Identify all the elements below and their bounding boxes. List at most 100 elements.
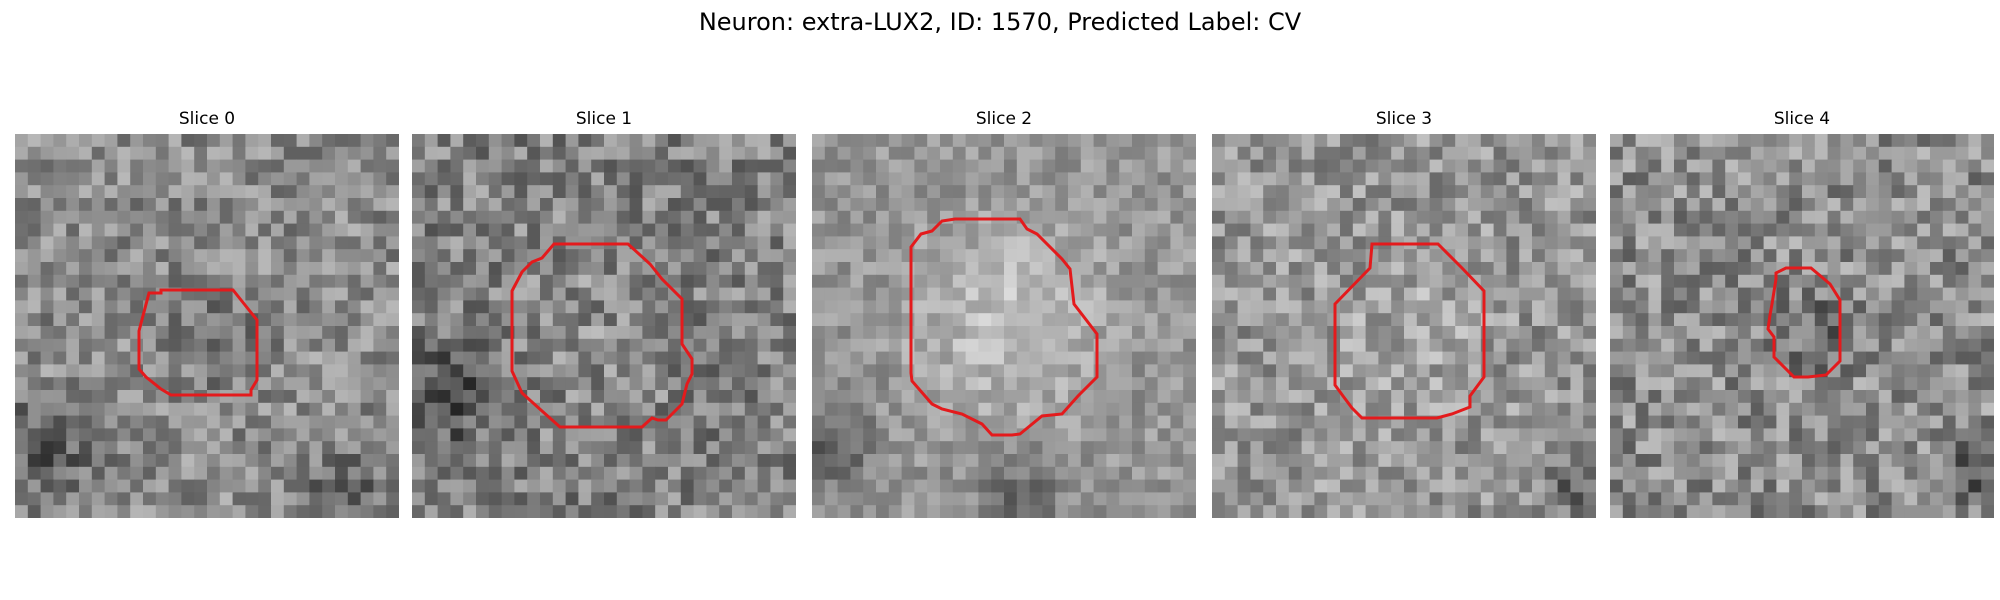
pixel [1170, 172, 1183, 185]
pixel [1068, 352, 1081, 365]
pixel [1004, 416, 1017, 429]
pixel [412, 275, 425, 288]
pixel [1366, 364, 1379, 377]
pixel [694, 377, 707, 390]
pixel [92, 403, 105, 416]
pixel [978, 364, 991, 377]
pixel [1145, 364, 1158, 377]
pixel [450, 198, 463, 211]
pixel [1764, 172, 1777, 185]
pixel [1968, 492, 1981, 505]
pixel [527, 428, 540, 441]
pixel [1030, 172, 1043, 185]
pixel [412, 505, 425, 518]
pixel [1738, 300, 1751, 313]
pixel [838, 364, 851, 377]
pixel [105, 262, 118, 275]
pixel [719, 339, 732, 352]
pixel [1004, 172, 1017, 185]
pixel [1391, 300, 1404, 313]
pixel [1943, 428, 1956, 441]
pixel [889, 377, 902, 390]
pixel [1583, 300, 1596, 313]
pixel [1764, 185, 1777, 198]
pixel [1183, 160, 1196, 173]
pixel [233, 403, 246, 416]
pixel [1225, 211, 1238, 224]
pixel [1532, 249, 1545, 262]
pixel [92, 454, 105, 467]
pixel [450, 390, 463, 403]
pixel [1506, 249, 1519, 262]
pixel [694, 364, 707, 377]
pixel [361, 249, 374, 262]
pixel [28, 352, 41, 365]
pixel [991, 403, 1004, 416]
pixel [373, 390, 386, 403]
pixel [220, 172, 233, 185]
pixel [169, 467, 182, 480]
pixel [463, 236, 476, 249]
pixel [1532, 492, 1545, 505]
pixel [53, 377, 66, 390]
pixel [1764, 224, 1777, 237]
pixel [978, 275, 991, 288]
pixel [105, 172, 118, 185]
pixel [271, 339, 284, 352]
pixel [1751, 377, 1764, 390]
pixel [348, 185, 361, 198]
pixel [758, 262, 771, 275]
pixel [1712, 288, 1725, 301]
pixel [1417, 224, 1430, 237]
pixel [1738, 147, 1751, 160]
pixel [876, 454, 889, 467]
pixel [927, 416, 940, 429]
pixel [1981, 300, 1994, 313]
pixel [1106, 198, 1119, 211]
pixel [527, 147, 540, 160]
pixel [966, 390, 979, 403]
pixel [181, 236, 194, 249]
pixel [66, 275, 79, 288]
pixel [1789, 403, 1802, 416]
pixel [914, 262, 927, 275]
pixel [863, 467, 876, 480]
pixel [1119, 185, 1132, 198]
pixel [92, 224, 105, 237]
pixel [1238, 160, 1251, 173]
pixel [1674, 339, 1687, 352]
pixel [1314, 288, 1327, 301]
pixel [15, 275, 28, 288]
pixel [322, 198, 335, 211]
pixel [1030, 300, 1043, 313]
pixel [1570, 300, 1583, 313]
pixel [902, 390, 915, 403]
pixel [1417, 390, 1430, 403]
pixel [783, 377, 796, 390]
pixel [642, 377, 655, 390]
pixel [438, 454, 451, 467]
pixel [105, 467, 118, 480]
pixel [322, 480, 335, 493]
pixel [1738, 198, 1751, 211]
pixel [476, 300, 489, 313]
pixel [15, 364, 28, 377]
pixel [1956, 275, 1969, 288]
pixel [53, 160, 66, 173]
pixel [1700, 147, 1713, 160]
pixel [1289, 134, 1302, 147]
pixel [876, 198, 889, 211]
pixel [1132, 160, 1145, 173]
pixel [1404, 377, 1417, 390]
pixel [1648, 390, 1661, 403]
pixel [1004, 262, 1017, 275]
pixel [825, 467, 838, 480]
pixel [322, 249, 335, 262]
pixel [553, 467, 566, 480]
pixel [1981, 377, 1994, 390]
pixel [41, 134, 54, 147]
pixel [1030, 198, 1043, 211]
pixel [463, 172, 476, 185]
pixel [694, 454, 707, 467]
pixel [1943, 377, 1956, 390]
